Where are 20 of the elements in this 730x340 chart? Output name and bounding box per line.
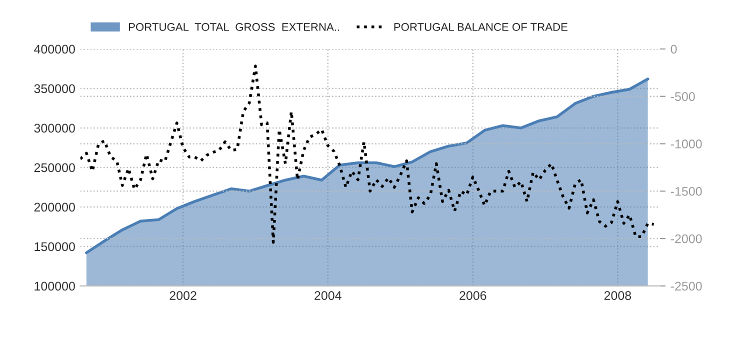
y-tick-label: 300000 — [34, 124, 75, 133]
x-tick-label: 2006 — [460, 291, 486, 300]
y-tick-label: 350000 — [34, 84, 75, 94]
y2-tick-label: -2000 — [670, 234, 702, 244]
x-tick-label: 2002 — [170, 291, 196, 300]
y-tick-label: 250000 — [34, 163, 75, 172]
y2-tick-label: 0 — [670, 44, 677, 54]
y-tick-label: 150000 — [34, 242, 75, 252]
x-tick-label: 2004 — [314, 291, 342, 300]
y-tick-label: 200000 — [34, 202, 75, 212]
y2-tick-label: -1000 — [670, 140, 702, 148]
line-series — [80, 64, 656, 244]
x-tick-label: 2008 — [604, 291, 632, 300]
y2-tick-label: -2500 — [670, 282, 702, 291]
y-tick-label: 100000 — [34, 282, 75, 291]
legend-label: PORTUGAL TOTAL GROSS EXTERNA.. — [128, 23, 340, 31]
y2-tick-label: -1500 — [670, 186, 702, 196]
y2-tick-label: -500 — [670, 92, 695, 102]
y-tick-label: 400000 — [34, 44, 75, 54]
legend-label: PORTUGAL BALANCE OF TRADE — [394, 23, 568, 31]
